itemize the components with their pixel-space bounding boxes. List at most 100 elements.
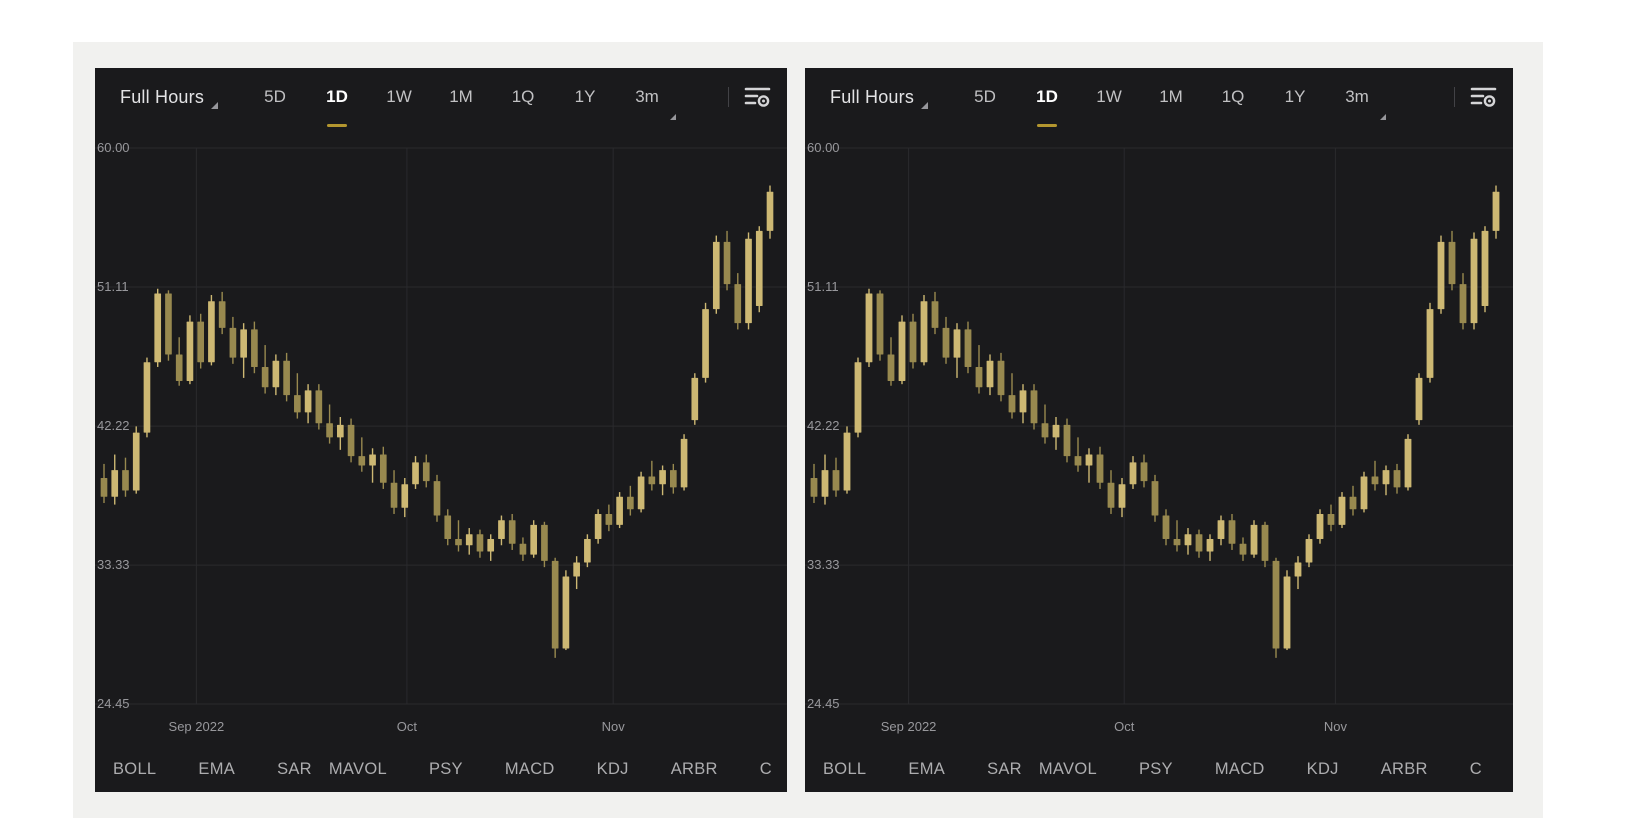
candle[interactable] xyxy=(627,485,634,516)
candle[interactable] xyxy=(1349,485,1357,516)
candle[interactable] xyxy=(1437,235,1445,314)
candle[interactable] xyxy=(336,417,344,450)
candle[interactable] xyxy=(261,345,269,394)
candle[interactable] xyxy=(379,446,387,489)
candle[interactable] xyxy=(1470,232,1478,330)
candle[interactable] xyxy=(122,457,129,497)
candle[interactable] xyxy=(165,290,172,361)
candle[interactable] xyxy=(251,321,258,374)
candle[interactable] xyxy=(1426,302,1434,383)
candle[interactable] xyxy=(616,492,623,529)
candle[interactable] xyxy=(1294,556,1302,590)
candle[interactable] xyxy=(898,315,906,385)
candles[interactable] xyxy=(810,185,1500,658)
candle[interactable] xyxy=(1239,537,1247,561)
candle[interactable] xyxy=(1030,384,1038,430)
candle[interactable] xyxy=(1140,454,1148,488)
candle[interactable] xyxy=(876,290,884,361)
candle[interactable] xyxy=(909,313,917,369)
candle[interactable] xyxy=(508,513,516,550)
chart-settings-button[interactable] xyxy=(1470,85,1497,109)
tab-1m[interactable]: 1M xyxy=(1159,87,1183,106)
candle[interactable] xyxy=(931,291,939,335)
candle[interactable] xyxy=(530,520,538,558)
indicator-tab-mavol[interactable]: MAVOL xyxy=(1038,759,1097,778)
candle[interactable] xyxy=(723,230,731,291)
candle[interactable] xyxy=(1129,456,1137,489)
candle[interactable] xyxy=(821,454,829,505)
candle[interactable] xyxy=(1459,273,1467,330)
candle[interactable] xyxy=(887,337,895,386)
indicator-tab-mavol[interactable]: MAVOL xyxy=(328,759,387,778)
indicator-tab-macd[interactable]: MACD xyxy=(504,759,555,778)
candle[interactable] xyxy=(605,504,613,532)
candle[interactable] xyxy=(326,404,333,444)
indicator-tab-ema[interactable]: EMA xyxy=(198,759,236,778)
indicator-tab-boll[interactable]: BOLL xyxy=(113,759,157,778)
candle[interactable] xyxy=(1085,448,1093,483)
candle[interactable] xyxy=(766,185,774,239)
candle[interactable] xyxy=(843,426,851,494)
candle[interactable] xyxy=(1338,492,1346,529)
candle[interactable] xyxy=(832,457,840,497)
candle[interactable] xyxy=(465,528,473,555)
candle[interactable] xyxy=(854,357,862,438)
candle[interactable] xyxy=(143,357,151,438)
tab-1y[interactable]: 1Y xyxy=(574,87,596,106)
tab-1w[interactable]: 1W xyxy=(1096,87,1122,106)
indicator-tab-c[interactable]: C xyxy=(759,759,772,778)
candle[interactable] xyxy=(637,471,645,513)
tab-1d[interactable]: 1D xyxy=(1016,68,1078,126)
session-range-selector[interactable]: Full Hours xyxy=(120,87,219,109)
candle[interactable] xyxy=(175,337,183,386)
candle[interactable] xyxy=(240,323,247,378)
candle[interactable] xyxy=(1404,434,1412,491)
candle[interactable] xyxy=(1217,515,1225,546)
candle[interactable] xyxy=(433,474,441,522)
indicator-tab-arbr[interactable]: ARBR xyxy=(670,759,718,778)
candle[interactable] xyxy=(1448,230,1456,291)
chart-settings-button[interactable] xyxy=(744,85,771,109)
candle[interactable] xyxy=(1228,513,1236,550)
candle[interactable] xyxy=(669,463,677,494)
candles[interactable] xyxy=(100,185,774,658)
indicator-tab-sar[interactable]: SAR xyxy=(987,759,1022,778)
candlestick-chart[interactable]: 60.00 51.11 42.22 33.33 24.45 Sep 2022 Oct Nov xyxy=(95,68,787,792)
candle[interactable] xyxy=(712,235,720,314)
candle[interactable] xyxy=(1393,463,1401,494)
candle[interactable] xyxy=(810,463,818,504)
candle[interactable] xyxy=(659,465,666,496)
candle[interactable] xyxy=(208,295,215,366)
tab-1w[interactable]: 1W xyxy=(386,87,412,106)
tab-1q[interactable]: 1Q xyxy=(1221,87,1245,106)
tab-1d[interactable]: 1D xyxy=(306,68,368,126)
candle[interactable] xyxy=(562,570,570,651)
candle[interactable] xyxy=(1316,509,1324,544)
candle[interactable] xyxy=(953,323,961,378)
candle[interactable] xyxy=(132,426,140,494)
tab-1m[interactable]: 1M xyxy=(449,87,473,106)
candle[interactable] xyxy=(920,295,928,366)
candle[interactable] xyxy=(1327,504,1335,532)
candle[interactable] xyxy=(1118,478,1126,518)
candle[interactable] xyxy=(745,232,752,330)
candle[interactable] xyxy=(975,345,983,394)
candle[interactable] xyxy=(390,470,398,514)
candle[interactable] xyxy=(986,354,994,396)
tab-5d[interactable]: 5D xyxy=(974,87,996,106)
candle[interactable] xyxy=(412,456,419,489)
candle[interactable] xyxy=(1063,418,1071,463)
candle[interactable] xyxy=(294,373,301,419)
candle[interactable] xyxy=(594,509,602,544)
candle[interactable] xyxy=(455,520,462,552)
candle[interactable] xyxy=(734,273,742,330)
candle[interactable] xyxy=(1173,520,1181,552)
indicator-tab-boll[interactable]: BOLL xyxy=(823,759,867,778)
candle[interactable] xyxy=(1492,185,1500,239)
candle[interactable] xyxy=(1272,557,1280,658)
candle[interactable] xyxy=(942,316,950,364)
candle[interactable] xyxy=(680,434,688,491)
candle[interactable] xyxy=(551,557,559,658)
candle[interactable] xyxy=(1250,520,1258,558)
candle[interactable] xyxy=(519,537,527,561)
